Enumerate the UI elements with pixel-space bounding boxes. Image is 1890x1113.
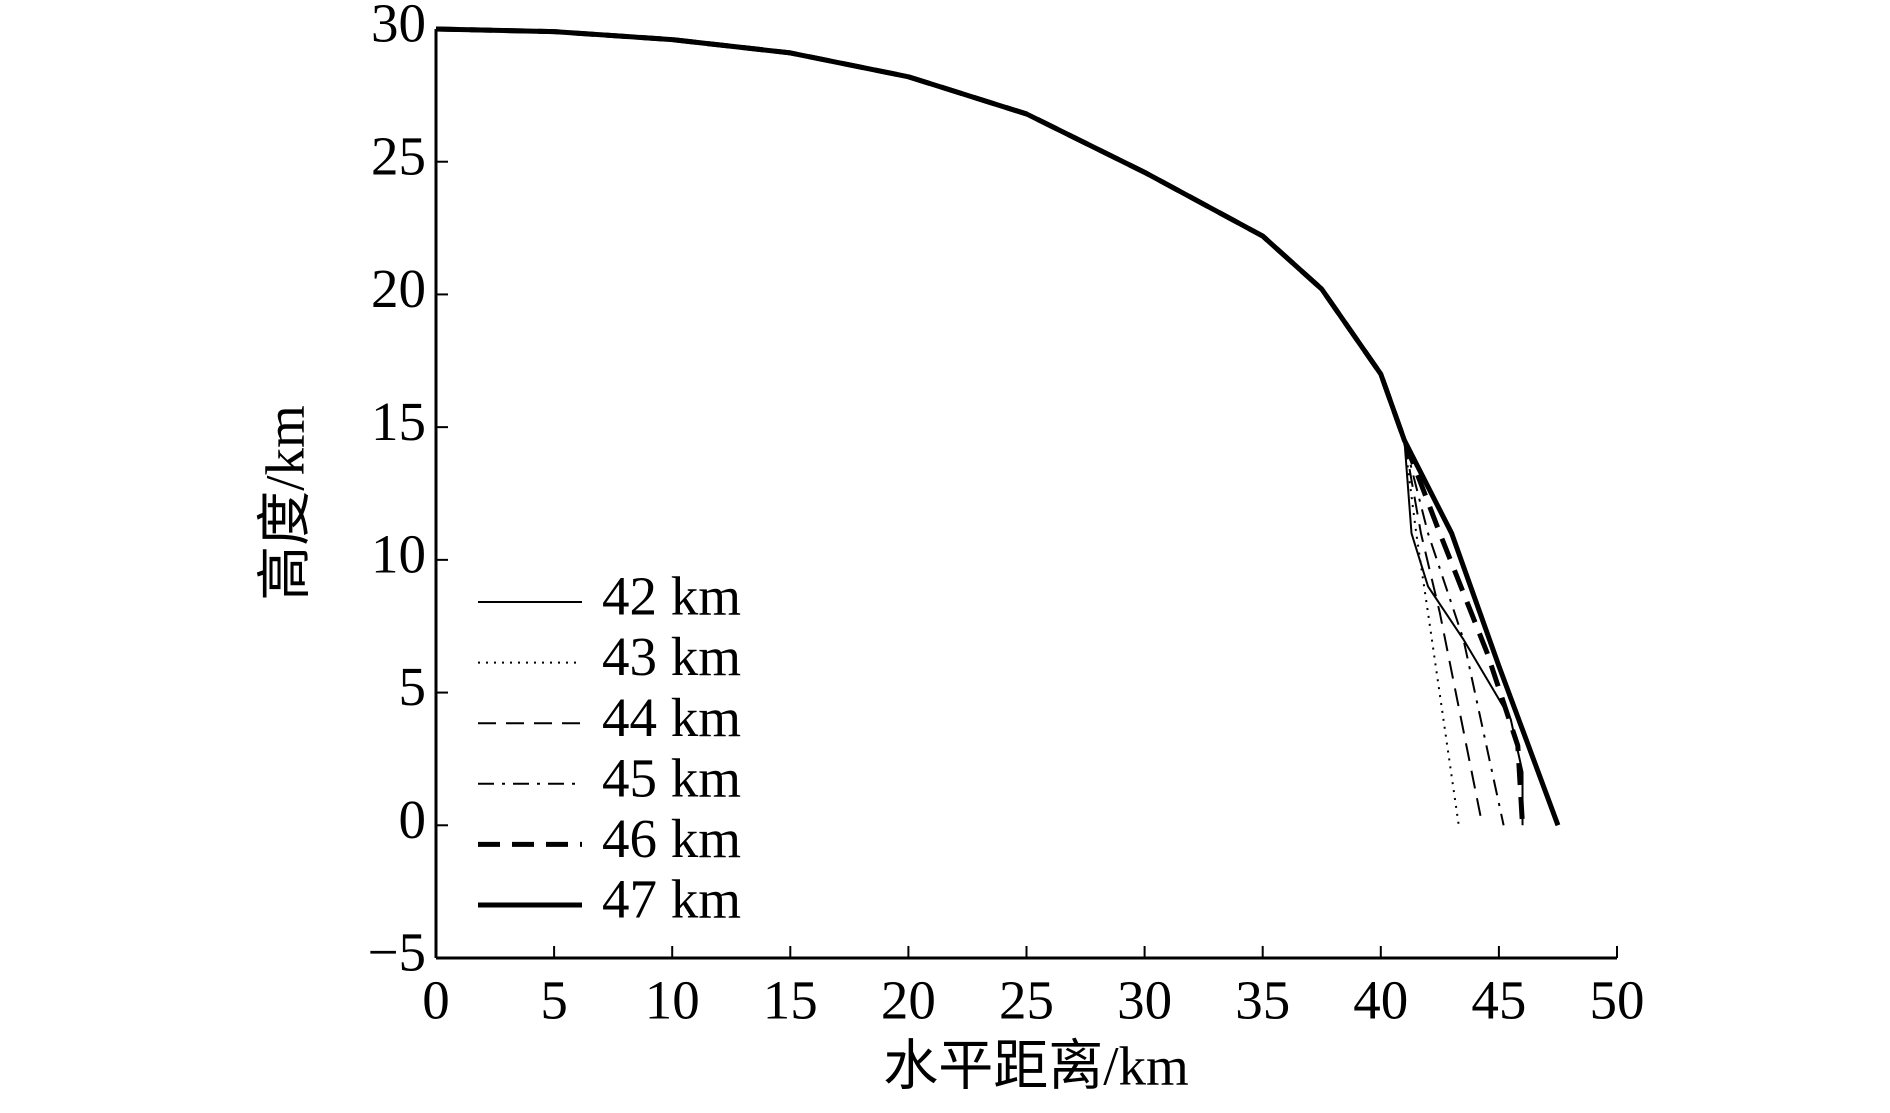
legend-label: 46 km: [602, 808, 741, 869]
data-line: [435, 26, 1561, 827]
x-tick-label: 10: [645, 970, 700, 1031]
legend-label: 47 km: [602, 869, 741, 930]
y-tick-label: 10: [371, 523, 426, 584]
data-line: [435, 26, 1526, 826]
data-line: [435, 28, 1524, 826]
data-line: [435, 28, 1460, 826]
x-tick-label: 20: [881, 970, 936, 1031]
legend-label: 45 km: [602, 747, 741, 808]
x-tick-label: 15: [763, 970, 818, 1031]
legend-label: 42 km: [602, 566, 741, 627]
y-axis-label: 高度/km: [255, 405, 316, 601]
x-tick-label: 45: [1471, 970, 1526, 1031]
x-tick-label: 25: [999, 970, 1054, 1031]
x-tick-label: 40: [1353, 970, 1408, 1031]
y-tick-label: 20: [371, 258, 426, 319]
y-tick-label: 0: [399, 789, 427, 850]
x-tick-label: 35: [1235, 970, 1290, 1031]
y-tick-label: −5: [367, 922, 426, 983]
legend-label: 44 km: [602, 687, 741, 748]
y-tick-label: 25: [371, 125, 426, 186]
x-tick-label: 30: [1117, 970, 1172, 1031]
data-line: [435, 28, 1505, 826]
x-tick-label: 5: [540, 970, 568, 1031]
data-line: [435, 28, 1484, 826]
y-tick-label: 5: [399, 656, 427, 717]
y-tick-label: 30: [371, 0, 426, 54]
x-tick-label: 0: [422, 970, 450, 1031]
x-axis-label: 水平距离/km: [883, 1036, 1189, 1097]
y-tick-label: 15: [371, 391, 426, 452]
x-tick-label: 50: [1590, 970, 1645, 1031]
legend-label: 43 km: [602, 626, 741, 687]
